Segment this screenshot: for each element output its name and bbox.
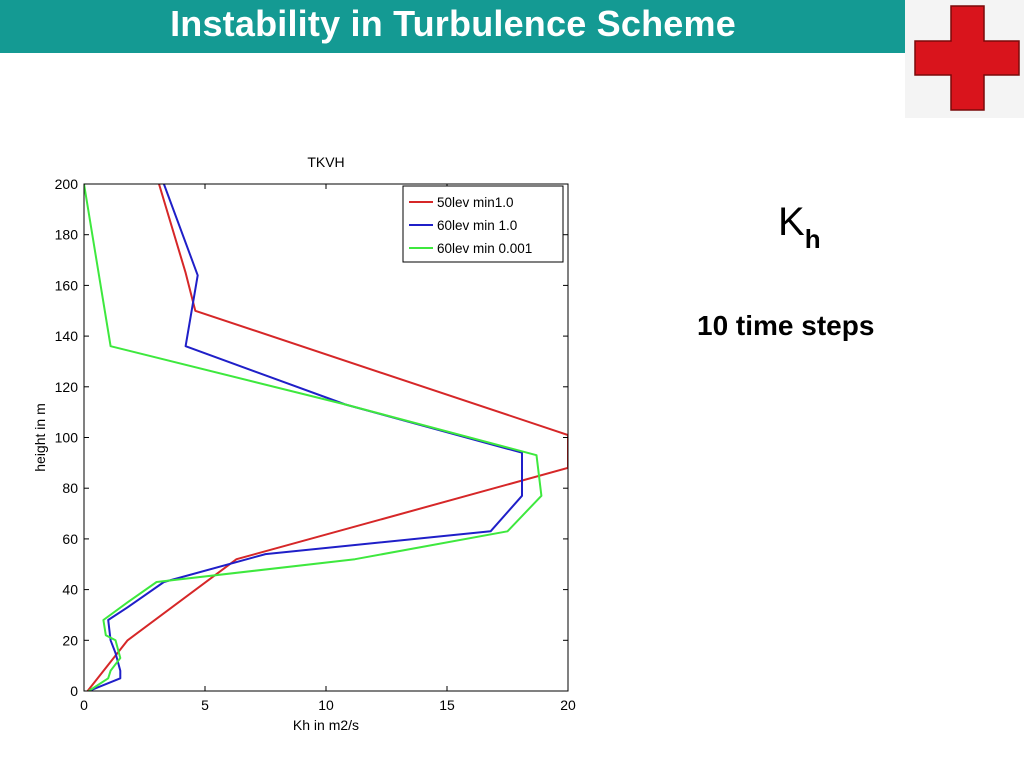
chart-title: TKVH	[307, 154, 344, 170]
y-axis-label: height in m	[32, 403, 48, 471]
series-line-1	[86, 184, 568, 691]
kh-subscript: h	[804, 224, 821, 254]
y-tick-label: 20	[62, 632, 78, 648]
x-tick-label: 10	[318, 697, 334, 713]
y-tick-label: 200	[55, 176, 79, 192]
y-tick-label: 180	[55, 227, 79, 243]
legend-label-3: 60lev min 0.001	[437, 241, 532, 256]
x-tick-label: 20	[560, 697, 576, 713]
legend-label-2: 60lev min 1.0	[437, 218, 517, 233]
x-tick-label: 5	[201, 697, 209, 713]
x-tick-label: 15	[439, 697, 455, 713]
y-tick-label: 0	[70, 683, 78, 699]
series-line-3	[84, 184, 543, 691]
kh-main: K	[778, 200, 805, 244]
y-tick-label: 60	[62, 531, 78, 547]
series-group	[84, 184, 568, 691]
red-cross-icon	[914, 5, 1020, 111]
x-axis-label: Kh in m2/s	[293, 717, 359, 733]
y-tick-label: 140	[55, 328, 79, 344]
time-steps-label: 10 time steps	[697, 310, 875, 341]
y-tick-label: 100	[55, 430, 79, 446]
y-tick-label: 160	[55, 277, 79, 293]
title-bar: Instability in Turbulence Scheme	[0, 0, 906, 53]
kh-label: Kh	[778, 200, 821, 254]
x-tick-label: 0	[80, 697, 88, 713]
red-cross-logo	[905, 0, 1024, 118]
y-tick-label: 80	[62, 480, 78, 496]
y-tick-label: 40	[62, 582, 78, 598]
slide-title: Instability in Turbulence Scheme	[170, 2, 736, 44]
legend-label-1: 50lev min1.0	[437, 195, 514, 210]
y-tick-label: 120	[55, 379, 79, 395]
